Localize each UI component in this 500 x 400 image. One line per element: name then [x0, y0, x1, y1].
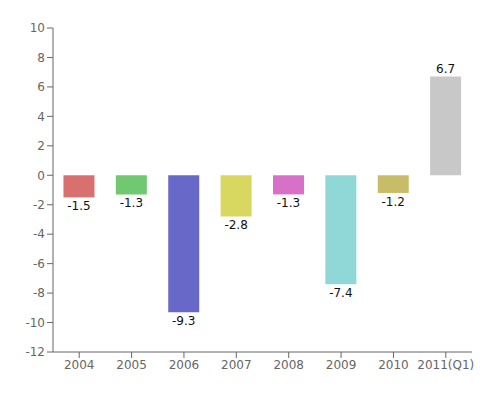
svg-text:2004: 2004	[64, 358, 95, 372]
svg-text:4: 4	[37, 110, 45, 124]
svg-text:2: 2	[37, 139, 45, 153]
svg-text:0: 0	[37, 169, 45, 183]
svg-text:-9.3: -9.3	[172, 314, 195, 328]
svg-text:2005: 2005	[116, 358, 147, 372]
svg-text:2006: 2006	[169, 358, 200, 372]
svg-text:8: 8	[37, 51, 45, 65]
svg-text:-12: -12	[25, 345, 45, 359]
svg-text:2008: 2008	[273, 358, 304, 372]
svg-text:2009: 2009	[326, 358, 357, 372]
svg-text:-1.2: -1.2	[382, 195, 405, 209]
svg-text:6.7: 6.7	[436, 62, 455, 76]
svg-text:10: 10	[30, 21, 45, 35]
svg-text:-1.3: -1.3	[277, 196, 300, 210]
svg-text:-8: -8	[33, 286, 45, 300]
svg-text:-7.4: -7.4	[329, 286, 352, 300]
svg-text:-10: -10	[25, 316, 45, 330]
svg-text:-1.5: -1.5	[67, 199, 90, 213]
svg-text:-6: -6	[33, 257, 45, 271]
svg-text:-2: -2	[33, 198, 45, 212]
svg-text:-1.3: -1.3	[120, 196, 143, 210]
svg-text:2011(Q1): 2011(Q1)	[417, 358, 474, 372]
svg-text:2010: 2010	[378, 358, 409, 372]
svg-text:-2.8: -2.8	[224, 218, 247, 232]
svg-text:6: 6	[37, 80, 45, 94]
svg-text:2007: 2007	[221, 358, 252, 372]
svg-text:-4: -4	[33, 227, 45, 241]
